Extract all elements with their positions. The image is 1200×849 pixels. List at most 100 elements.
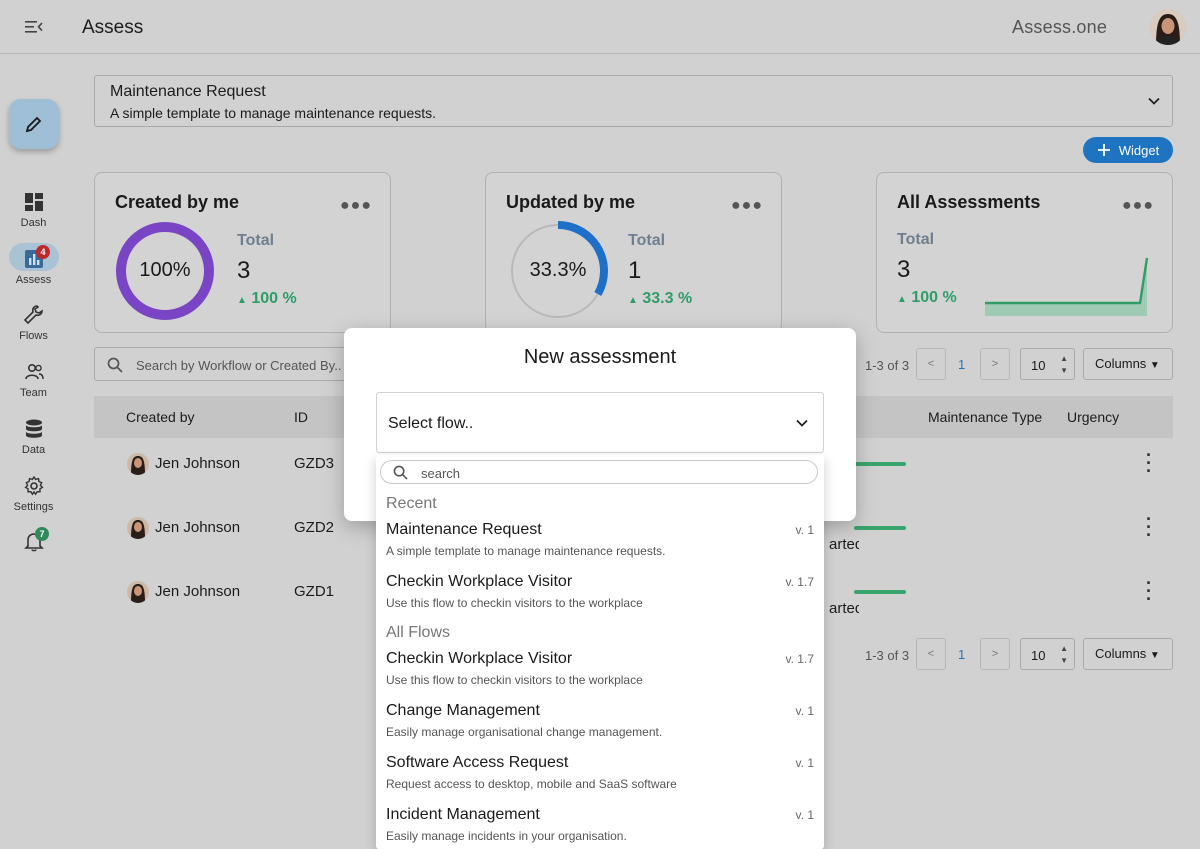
up-arrow-icon: ▲ [237, 295, 247, 306]
avatar-photo-icon [131, 584, 145, 603]
flow-title: Change Management [386, 702, 540, 719]
menu-collapse-icon[interactable] [24, 17, 44, 37]
flow-description: Use this flow to checkin visitors to the… [386, 596, 643, 610]
card-title: Created by me [115, 192, 240, 212]
edit-fab-button[interactable] [9, 99, 59, 149]
flow-dropdown: search Recent Maintenance Request A simp… [376, 455, 824, 849]
sidebar-item-dash[interactable]: Dash [0, 191, 67, 229]
prev-page-button[interactable]: < [916, 638, 946, 670]
row-status: arted [829, 536, 859, 553]
table-row[interactable]: Jen Johnson GZD2 arted ··· [94, 502, 1173, 566]
stepper-arrows-icon[interactable]: ▲ ▼ [1060, 644, 1068, 665]
columns-label: Columns [1095, 646, 1147, 661]
delta-value: 100 % [251, 290, 297, 307]
total-value: 1 [628, 257, 642, 284]
flow-select-placeholder: Select flow.. [388, 415, 474, 432]
card-all-assessments: All Assessments ●●● Total 3 ▲ 100 % [876, 172, 1173, 333]
row-menu-icon[interactable]: · · · [1146, 573, 1152, 609]
page-size-stepper[interactable]: 10 ▲ ▼ [1020, 348, 1075, 380]
sidebar-item-data[interactable]: Data [0, 418, 67, 456]
flow-description: Easily manage organisational change mana… [386, 725, 663, 739]
card-menu-icon[interactable]: ●●● [1122, 197, 1154, 214]
sidebar-item-team[interactable]: Team [0, 361, 67, 399]
table-row[interactable]: Jen Johnson GZD3 · · · [94, 438, 1173, 502]
plus-icon [1097, 144, 1110, 156]
database-icon [25, 419, 42, 438]
flow-title: Incident Management [386, 806, 540, 823]
gear-icon [23, 475, 44, 496]
brand-name: Assess.one [1012, 17, 1108, 37]
card-created-by-me: Created by me ●●● 100% Total 3 ▲ 100 % [94, 172, 391, 333]
current-page[interactable]: 1 [958, 647, 966, 662]
created-by: Jen Johnson [155, 583, 241, 600]
pencil-icon [25, 116, 42, 133]
avatar-photo-icon [131, 520, 145, 539]
table-search-input[interactable]: Search by Workflow or Created By.. [94, 347, 354, 381]
column-header[interactable]: ID [294, 409, 308, 425]
column-header[interactable]: Maintenance Type [928, 409, 1043, 425]
row-menu-icon[interactable]: · · · [1146, 445, 1152, 481]
column-header[interactable]: Urgency [1067, 409, 1120, 425]
card-menu-icon[interactable]: ●●● [731, 197, 763, 214]
team-icon [24, 363, 44, 380]
progress-ring [116, 222, 214, 320]
prev-page-button[interactable]: < [916, 348, 946, 380]
search-placeholder: Search by Workflow or Created By.. [136, 358, 342, 373]
total-delta: ▲ 33.3 % [628, 290, 692, 308]
columns-label: Columns [1095, 356, 1147, 371]
flow-search-input[interactable]: search [380, 460, 818, 484]
flow-option[interactable]: Checkin Workplace Visitor Use this flow … [386, 573, 814, 619]
stepper-arrows-icon[interactable]: ▲ ▼ [1060, 354, 1068, 375]
add-widget-button[interactable]: Widget [1083, 137, 1173, 163]
row-menu-icon[interactable]: · · · [1146, 509, 1152, 545]
flow-option[interactable]: Change Management Easily manage organisa… [386, 702, 814, 748]
columns-button[interactable]: Columns ▼ [1083, 348, 1173, 380]
row-id: GZD3 [294, 455, 335, 472]
notifications-badge: 7 [35, 527, 49, 541]
column-header[interactable]: Created by [126, 409, 195, 425]
page-size-stepper[interactable]: 10 ▲ ▼ [1020, 638, 1075, 670]
row-id: GZD2 [294, 519, 335, 536]
flow-select[interactable]: Select flow.. [376, 392, 824, 453]
next-page-button[interactable]: > [980, 638, 1010, 670]
sidebar-item-settings[interactable]: Settings [0, 475, 67, 513]
chevron-down-icon [1148, 97, 1160, 105]
avatar [127, 581, 149, 603]
table-row[interactable]: Jen Johnson GZD1 arted ··· [94, 566, 1173, 630]
flow-description: Use this flow to checkin visitors to the… [386, 673, 643, 687]
flow-version: v. 1.7 [785, 652, 814, 666]
avatar-photo-icon [1150, 9, 1186, 45]
created-by: Jen Johnson [155, 455, 241, 472]
sidebar-item-assess[interactable]: 4 Assess [0, 243, 67, 286]
flow-option[interactable]: Incident Management Easily manage incide… [386, 806, 814, 849]
flow-version: v. 1 [795, 523, 814, 537]
next-page-button[interactable]: > [980, 348, 1010, 380]
page-size-value: 10 [1031, 358, 1046, 373]
template-select[interactable]: Maintenance Request A simple template to… [94, 75, 1173, 127]
flow-version: v. 1 [795, 756, 814, 770]
card-title: All Assessments [897, 192, 1041, 212]
progress-bar [854, 526, 906, 530]
sidebar-item-notifications[interactable]: 7 [0, 527, 67, 556]
sidebar-item-flows[interactable]: Flows [0, 304, 67, 342]
flow-option[interactable]: Software Access Request Request access t… [386, 754, 814, 800]
card-updated-by-me: Updated by me ●●● 33.3% Total 1 ▲ 33.3 % [485, 172, 782, 333]
total-label: Total [628, 232, 666, 249]
page-size-value: 10 [1031, 648, 1046, 663]
sidebar-item-label: Team [20, 387, 47, 399]
flow-option[interactable]: Maintenance Request A simple template to… [386, 521, 814, 567]
user-avatar[interactable] [1150, 9, 1186, 45]
total-value: 3 [237, 257, 251, 284]
flow-title: Software Access Request [386, 754, 569, 771]
flow-description: Request access to desktop, mobile and Sa… [386, 777, 677, 791]
sidebar-item-label: Settings [13, 501, 54, 513]
group-label-recent: Recent [386, 495, 437, 512]
avatar [127, 517, 149, 539]
template-name: Maintenance Request [110, 83, 266, 100]
card-menu-icon[interactable]: ●●● [340, 197, 372, 214]
ring-label: 33.3% [529, 259, 587, 281]
current-page[interactable]: 1 [958, 357, 966, 372]
delta-value: 100 % [911, 289, 957, 306]
flow-option[interactable]: Checkin Workplace Visitor Use this flow … [386, 650, 814, 696]
columns-button[interactable]: Columns ▼ [1083, 638, 1173, 670]
